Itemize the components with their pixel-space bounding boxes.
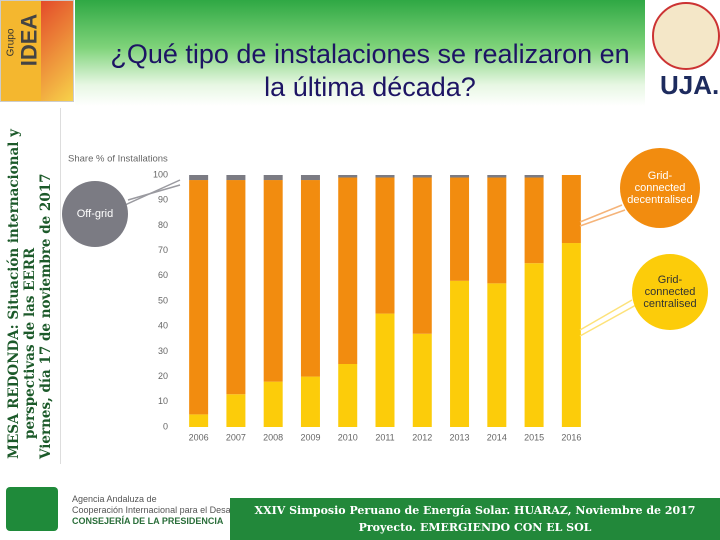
footer-event: XXIV Simposio Peruano de Energía Solar. … <box>230 498 720 540</box>
y-tick-label: 70 <box>158 245 168 255</box>
bar-segment <box>487 283 507 427</box>
y-axis-label: Share % of Installations <box>68 154 168 165</box>
bar-segment <box>338 175 358 178</box>
event-line: XXIV Simposio Peruano de Energía Solar. … <box>254 504 696 517</box>
y-tick-label: 80 <box>158 220 168 230</box>
bar-segment <box>561 243 581 427</box>
bar-segment <box>524 177 544 264</box>
y-tick-label: 0 <box>163 421 168 431</box>
logo-left: Grupo IDEA <box>0 0 74 102</box>
logo-right: UJA. <box>660 70 720 100</box>
bar-segment <box>226 180 246 395</box>
connector <box>127 184 181 201</box>
x-tick-label: 2013 <box>450 432 470 442</box>
x-tick-label: 2016 <box>561 432 581 442</box>
bar-segment <box>524 175 544 178</box>
bar-segment <box>300 376 320 427</box>
x-tick-label: 2010 <box>338 432 358 442</box>
bar-segment <box>561 175 581 244</box>
x-tick-label: 2007 <box>226 432 246 442</box>
legend-bubble: Off-grid <box>62 181 128 247</box>
logo-junta <box>6 487 58 531</box>
bar-segment <box>412 175 432 178</box>
legend-bubble: Grid-connected decentralised <box>620 148 700 228</box>
connector <box>579 299 633 331</box>
bar-segment <box>450 177 470 281</box>
x-tick-label: 2006 <box>189 432 209 442</box>
x-tick-label: 2008 <box>263 432 283 442</box>
connector <box>579 209 626 227</box>
bar-segment <box>189 175 209 181</box>
header-band <box>75 0 645 106</box>
bar-segment <box>412 333 432 427</box>
x-tick-label: 2015 <box>524 432 544 442</box>
logo-graphic <box>41 1 73 101</box>
bar-segment <box>263 381 283 427</box>
y-tick-label: 40 <box>158 321 168 331</box>
bar-segment <box>412 177 432 334</box>
x-tick-label: 2012 <box>412 432 432 442</box>
bar-segment <box>300 180 320 377</box>
side-panel <box>0 108 61 464</box>
legend-label: Grid-connected decentralised <box>627 170 693 206</box>
agency-line: CONSEJERÍA DE LA PRESIDENCIA <box>72 516 224 526</box>
bar-segment <box>338 177 358 364</box>
bar-segment <box>375 313 395 427</box>
agency-line: Cooperación Internacional para el Desarr… <box>72 505 251 515</box>
chart: Share % of Installations 0 10 20 30 40 50 60 70… <box>68 154 637 442</box>
event-line: Proyecto. EMERGIENDO CON EL SOL <box>358 521 592 534</box>
bar-segment <box>300 175 320 181</box>
legend-bubble: Grid-connected centralised <box>632 254 708 330</box>
bar-segment <box>450 175 470 178</box>
connector <box>579 304 637 337</box>
logo-seal <box>652 2 720 70</box>
y-tick-label: 30 <box>158 346 168 356</box>
bar-segment <box>375 177 395 314</box>
slide-title: ¿Qué tipo de instalaciones se realizaron… <box>110 39 630 102</box>
bar-segment <box>524 263 544 427</box>
bar-segment <box>450 280 470 427</box>
bar-segment <box>189 180 209 415</box>
x-tick-label: 2014 <box>487 432 507 442</box>
y-tick-label: 20 <box>158 371 168 381</box>
y-tick-label: 90 <box>158 195 168 205</box>
bar-segment <box>487 175 507 178</box>
y-tick-label: 10 <box>158 396 168 406</box>
y-tick-label: 100 <box>153 169 168 179</box>
x-tick-label: 2009 <box>300 432 320 442</box>
bar-segment <box>189 414 209 427</box>
bar-segment <box>226 175 246 181</box>
bar-segment <box>487 177 507 284</box>
bar-segment <box>338 364 358 427</box>
footer-agency: Agencia Andaluza de Cooperación Internac… <box>72 494 251 527</box>
bar-segment <box>263 180 283 382</box>
legend-label: Grid-connected centralised <box>643 274 697 310</box>
bar-segment <box>226 394 246 427</box>
bar-segment <box>375 175 395 178</box>
bar-segment <box>263 175 283 181</box>
y-tick-label: 50 <box>158 295 168 305</box>
x-tick-label: 2011 <box>375 432 394 442</box>
agency-line: Agencia Andaluza de <box>72 494 157 504</box>
y-tick-label: 60 <box>158 270 168 280</box>
connector <box>579 204 623 223</box>
legend-label: Off-grid <box>76 208 114 220</box>
